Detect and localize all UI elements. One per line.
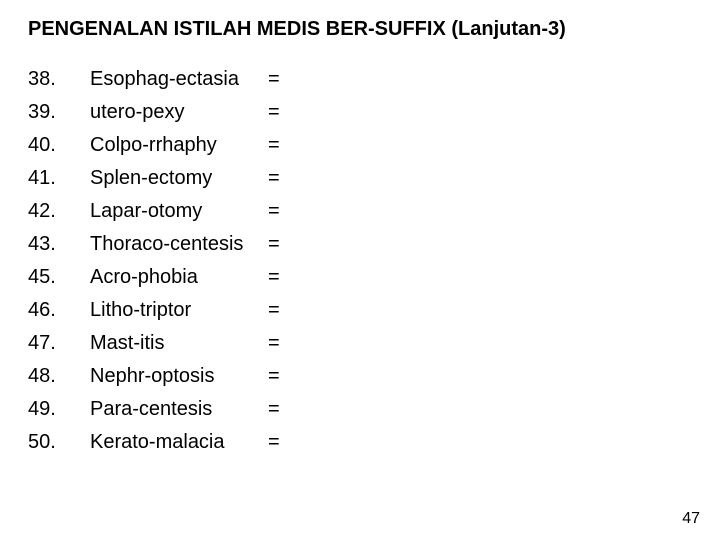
row-number: 41. bbox=[28, 162, 90, 195]
row-term: Nephr-optosis bbox=[90, 360, 268, 393]
table-row: 38. Esophag-ectasia = bbox=[28, 63, 692, 96]
row-equals: = bbox=[268, 294, 288, 327]
row-term: Litho-triptor bbox=[90, 294, 268, 327]
table-row: 50. Kerato-malacia = bbox=[28, 426, 692, 459]
row-equals: = bbox=[268, 426, 288, 459]
row-equals: = bbox=[268, 195, 288, 228]
table-row: 49. Para-centesis = bbox=[28, 393, 692, 426]
row-equals: = bbox=[268, 162, 288, 195]
row-number: 48. bbox=[28, 360, 90, 393]
row-number: 38. bbox=[28, 63, 90, 96]
row-equals: = bbox=[268, 393, 288, 426]
table-row: 40. Colpo-rrhaphy = bbox=[28, 129, 692, 162]
row-term: Splen-ectomy bbox=[90, 162, 268, 195]
table-row: 47. Mast-itis = bbox=[28, 327, 692, 360]
row-term: Colpo-rrhaphy bbox=[90, 129, 268, 162]
terms-table: 38. Esophag-ectasia = 39. utero-pexy = 4… bbox=[28, 63, 692, 459]
row-number: 50. bbox=[28, 426, 90, 459]
row-number: 49. bbox=[28, 393, 90, 426]
table-row: 39. utero-pexy = bbox=[28, 96, 692, 129]
row-term: Mast-itis bbox=[90, 327, 268, 360]
row-equals: = bbox=[268, 261, 288, 294]
slide-page: PENGENALAN ISTILAH MEDIS BER-SUFFIX (Lan… bbox=[0, 0, 720, 540]
row-equals: = bbox=[268, 228, 288, 261]
row-term: Esophag-ectasia bbox=[90, 63, 268, 96]
row-equals: = bbox=[268, 327, 288, 360]
table-row: 43. Thoraco-centesis = bbox=[28, 228, 692, 261]
row-number: 42. bbox=[28, 195, 90, 228]
page-number: 47 bbox=[682, 510, 700, 528]
row-number: 40. bbox=[28, 129, 90, 162]
table-row: 42. Lapar-otomy = bbox=[28, 195, 692, 228]
row-number: 43. bbox=[28, 228, 90, 261]
row-number: 46. bbox=[28, 294, 90, 327]
page-title: PENGENALAN ISTILAH MEDIS BER-SUFFIX (Lan… bbox=[28, 18, 692, 41]
row-term: Acro-phobia bbox=[90, 261, 268, 294]
row-term: Thoraco-centesis bbox=[90, 228, 268, 261]
row-number: 45. bbox=[28, 261, 90, 294]
row-number: 47. bbox=[28, 327, 90, 360]
table-row: 46. Litho-triptor = bbox=[28, 294, 692, 327]
row-term: Para-centesis bbox=[90, 393, 268, 426]
row-number: 39. bbox=[28, 96, 90, 129]
row-equals: = bbox=[268, 360, 288, 393]
row-equals: = bbox=[268, 63, 288, 96]
row-term: utero-pexy bbox=[90, 96, 268, 129]
table-row: 48. Nephr-optosis = bbox=[28, 360, 692, 393]
row-equals: = bbox=[268, 96, 288, 129]
row-term: Lapar-otomy bbox=[90, 195, 268, 228]
table-row: 45. Acro-phobia = bbox=[28, 261, 692, 294]
row-equals: = bbox=[268, 129, 288, 162]
row-term: Kerato-malacia bbox=[90, 426, 268, 459]
table-row: 41. Splen-ectomy = bbox=[28, 162, 692, 195]
